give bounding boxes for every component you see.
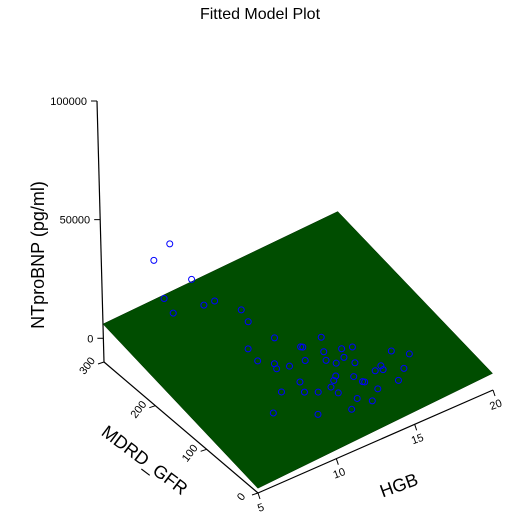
y-tick-label: 100: [180, 443, 201, 465]
data-point: [277, 388, 285, 396]
data-point: [350, 373, 358, 381]
data-point: [296, 378, 304, 386]
data-point: [320, 348, 328, 356]
data-point: [332, 359, 340, 367]
data-point: [387, 347, 395, 355]
data-point: [377, 362, 385, 370]
data-point: [338, 345, 346, 353]
z-tick-label: 0: [87, 333, 93, 345]
data-point: [348, 343, 356, 351]
y-tick-label: 300: [77, 355, 98, 377]
x-tick-mark: [257, 492, 261, 500]
z-tick-label: 100000: [50, 96, 87, 108]
y-axis-title: MDRD_GFR: [97, 422, 191, 500]
data-point: [353, 394, 361, 402]
data-point: [379, 366, 387, 374]
data-point: [394, 376, 402, 384]
data-point: [169, 309, 177, 317]
data-point: [332, 372, 340, 380]
y-axis-line: [103, 361, 259, 494]
data-point: [150, 256, 158, 264]
axes-frame: [96, 100, 494, 494]
data-point: [359, 378, 367, 386]
data-point: [400, 364, 408, 372]
data-point: [301, 357, 309, 365]
data-point: [269, 409, 277, 417]
y-tick-label: 0: [235, 491, 248, 503]
y-tick-mark: [200, 448, 207, 452]
data-point: [166, 240, 174, 248]
z-tick-label: 50000: [60, 215, 91, 227]
data-point: [297, 343, 305, 351]
z-axis-line: [96, 100, 105, 363]
data-point: [244, 318, 252, 326]
data-point: [314, 410, 322, 418]
data-point: [314, 388, 322, 396]
x-tick-mark: [414, 424, 418, 431]
data-point: [254, 357, 262, 365]
data-point: [327, 383, 335, 391]
y-tick-mark: [149, 405, 156, 409]
fitted-plane: [102, 211, 493, 489]
data-point: [286, 362, 294, 370]
y-tick-label: 200: [129, 399, 150, 421]
data-points: [150, 240, 413, 418]
data-point: [351, 359, 359, 367]
x-tick-label: 5: [256, 501, 266, 514]
x-tick-mark: [335, 458, 339, 465]
data-point: [405, 350, 413, 358]
data-point: [371, 367, 379, 375]
data-point: [188, 275, 196, 283]
x-axis-line: [257, 389, 494, 494]
data-point: [334, 389, 342, 397]
data-point: [322, 356, 330, 364]
data-point: [300, 388, 308, 396]
data-point: [330, 376, 338, 384]
data-point: [160, 295, 168, 303]
x-tick-label: 20: [488, 397, 504, 412]
data-point: [368, 397, 376, 405]
z-axis-title: NTproBNP (pg/ml): [28, 181, 48, 329]
chart-title: Fitted Model Plot: [200, 6, 321, 23]
y-tick-mark: [251, 492, 259, 496]
data-point: [211, 297, 219, 305]
data-point: [244, 345, 252, 353]
data-point: [374, 385, 382, 393]
data-point: [340, 353, 348, 361]
x-tick-label: 10: [331, 466, 347, 481]
data-point: [317, 333, 325, 341]
data-point: [273, 365, 281, 373]
data-point: [348, 405, 356, 413]
data-point: [271, 334, 279, 342]
data-point: [237, 306, 245, 314]
x-tick-label: 15: [410, 432, 426, 447]
data-point: [200, 301, 208, 309]
x-tick-mark: [492, 389, 496, 397]
x-axis-title: HGB: [377, 469, 421, 501]
y-tick-mark: [97, 361, 105, 365]
